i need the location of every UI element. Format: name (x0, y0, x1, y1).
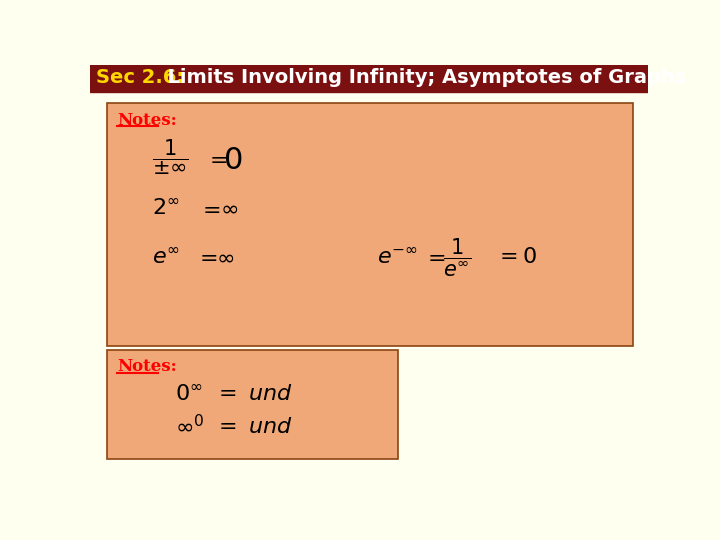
Text: Sec 2.6:: Sec 2.6: (96, 68, 184, 86)
Text: $\dfrac{1}{e^{\infty}}$: $\dfrac{1}{e^{\infty}}$ (443, 236, 471, 279)
Text: $=$: $=$ (199, 199, 221, 219)
FancyBboxPatch shape (90, 63, 648, 92)
Text: $= 0$: $= 0$ (495, 247, 537, 267)
Text: $\infty$: $\infty$ (216, 247, 235, 267)
Text: Notes:: Notes: (117, 112, 177, 129)
Text: $0$: $0$ (223, 146, 243, 175)
Text: $\infty$: $\infty$ (220, 199, 238, 219)
Text: Limits Involving Infinity; Asymptotes of Graphs: Limits Involving Infinity; Asymptotes of… (153, 68, 685, 86)
Text: $2^{\infty}$: $2^{\infty}$ (152, 198, 179, 219)
Text: $=$: $=$ (194, 247, 217, 267)
Text: $=$: $=$ (423, 247, 446, 267)
Text: $= \ \mathit{und}$: $= \ \mathit{und}$ (214, 384, 293, 404)
Text: $= \ \mathit{und}$: $= \ \mathit{und}$ (214, 417, 293, 437)
Text: $e^{-\infty}$: $e^{-\infty}$ (377, 247, 418, 268)
FancyBboxPatch shape (107, 103, 632, 346)
Text: $\infty^{0}$: $\infty^{0}$ (175, 417, 204, 437)
FancyBboxPatch shape (107, 350, 397, 459)
Text: $=$: $=$ (204, 148, 228, 168)
Text: Notes:: Notes: (117, 358, 177, 375)
Text: $e^{\infty}$: $e^{\infty}$ (152, 247, 180, 268)
Text: $\dfrac{1}{\pm\infty}$: $\dfrac{1}{\pm\infty}$ (152, 138, 189, 177)
Text: $0^{\infty}$: $0^{\infty}$ (175, 384, 203, 404)
